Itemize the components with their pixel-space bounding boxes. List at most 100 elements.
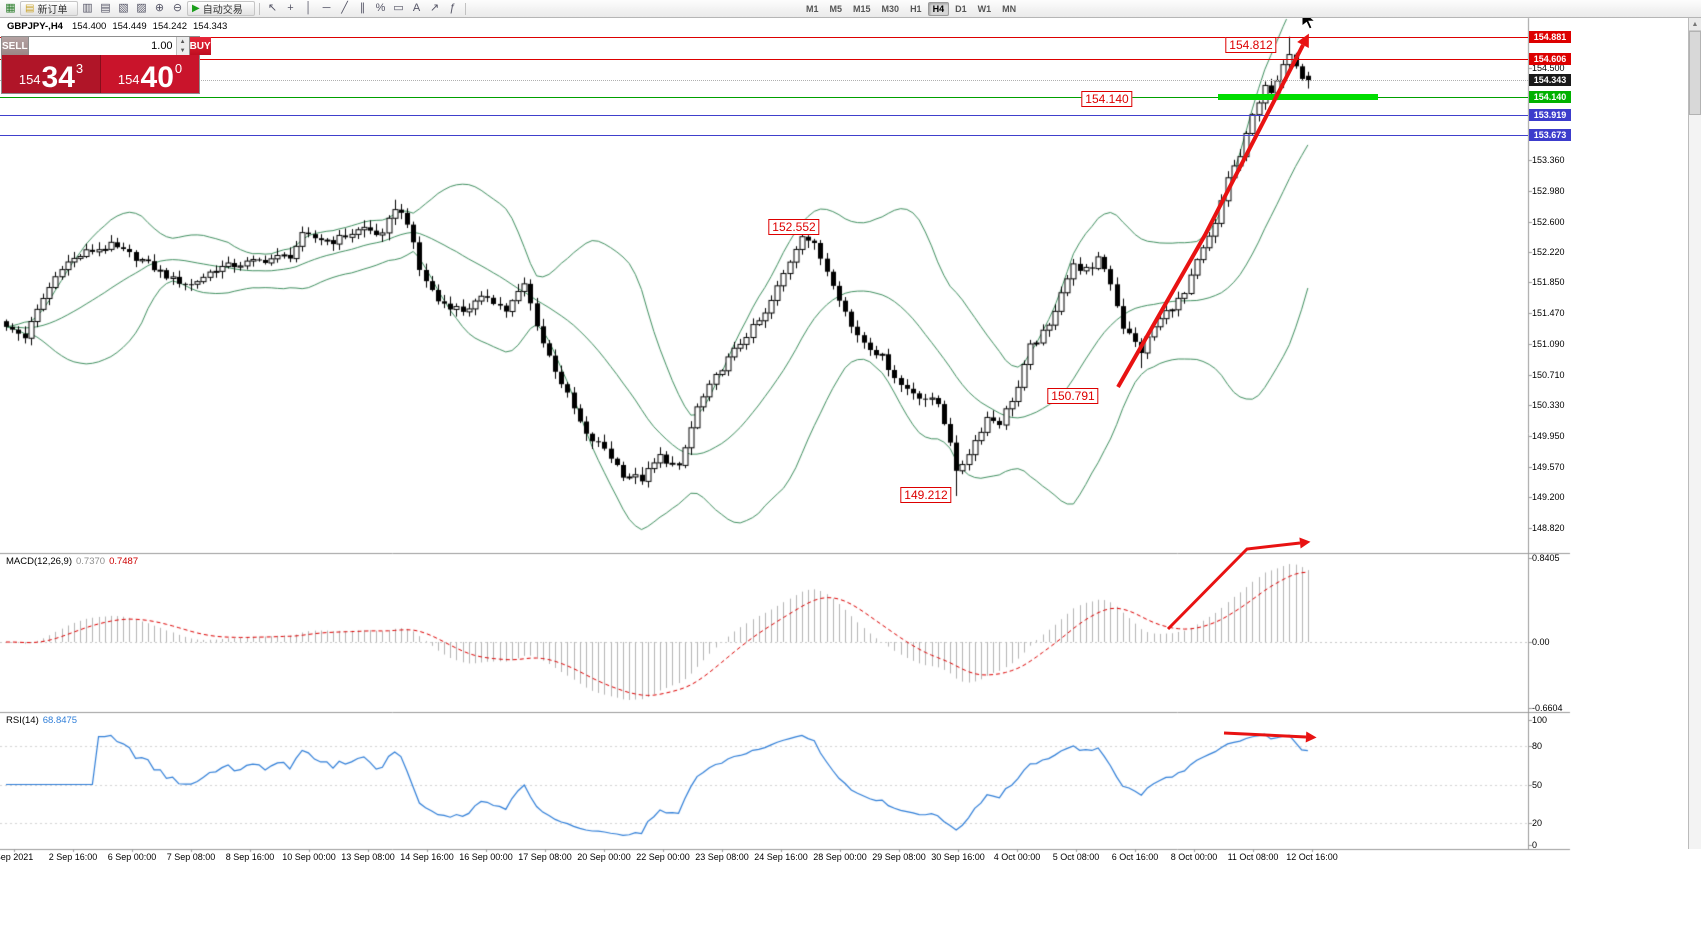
buy-quote-panel[interactable]: 154 40 0 (101, 55, 199, 93)
macd-label: MACD(12,26,9) 0.7370 0.7487 (6, 556, 139, 567)
horizontal-line-icon[interactable]: ─ (322, 2, 331, 14)
time-tick: 8 Sep 16:00 (225, 852, 275, 862)
price-tick: 149.570 (1532, 462, 1565, 472)
market-watch-icon[interactable]: ▥ (82, 2, 93, 14)
price-marker-154.881: 154.881 (1529, 30, 1571, 43)
spinner-down-icon[interactable]: ▼ (176, 46, 189, 55)
time-tick: 14 Sep 16:00 (400, 852, 454, 862)
scrollbar-thumb[interactable] (1689, 31, 1701, 115)
spinner-up-icon[interactable]: ▲ (176, 37, 189, 46)
resistance-line-1[interactable] (0, 37, 1528, 38)
autotrading-button[interactable]: ▶ 自动交易 (187, 1, 255, 16)
price-marker-154.343: 154.343 (1529, 74, 1571, 87)
rsi-label: RSI(14) 68.8475 (6, 715, 78, 726)
rsi-tick: 80 (1532, 740, 1543, 751)
support-line-blue-1[interactable] (0, 115, 1528, 116)
macd-tick: -0.6604 (1532, 703, 1563, 713)
crosshair-icon[interactable]: + (287, 2, 294, 14)
timeframe-h4[interactable]: H4 (927, 1, 950, 16)
price-tick: 152.600 (1532, 216, 1565, 227)
open-value: 154.400 (71, 21, 107, 32)
timeframe-w1[interactable]: W1 (973, 2, 997, 16)
timeframe-m30[interactable]: M30 (877, 2, 905, 16)
zoom-out-icon[interactable]: ⊖ (172, 2, 183, 14)
rsi-tick: 50 (1532, 779, 1543, 790)
support-line-green[interactable] (0, 97, 1528, 98)
price-tick: 149.950 (1532, 431, 1565, 442)
low-value: 154.242 (152, 21, 187, 32)
trendline-icon[interactable]: ╱ (341, 2, 348, 14)
toolbar-separator (259, 2, 260, 15)
zoom-icons-group: ⊕ ⊖ (151, 1, 186, 16)
price-tick: 151.850 (1532, 277, 1565, 288)
time-tick: 20 Sep 00:00 (577, 852, 631, 862)
buy-button[interactable]: BUY (189, 37, 211, 55)
time-tick: 28 Sep 00:00 (813, 852, 867, 862)
volume-input[interactable] (28, 37, 176, 55)
data-window-icon[interactable]: ▤ (100, 2, 111, 14)
time-tick: 16 Sep 00:00 (459, 852, 513, 862)
volume-spinner: ▲ ▼ (175, 37, 189, 55)
thick-green-segment[interactable] (1218, 94, 1378, 100)
timeframe-d1[interactable]: D1 (950, 2, 972, 16)
rsi-tick: 20 (1532, 818, 1543, 829)
time-tick: 29 Sep 08:00 (872, 852, 926, 862)
new-chart-icon[interactable]: ▦ (5, 2, 16, 14)
time-tick: 13 Sep 08:00 (341, 852, 395, 862)
timeframe-m5[interactable]: M5 (825, 2, 848, 16)
price-tick: 151.470 (1532, 308, 1565, 319)
price-tick: 149.200 (1532, 492, 1565, 502)
vertical-line-icon[interactable]: │ (305, 2, 312, 14)
price-annotation-149.212[interactable]: 149.212 (900, 487, 952, 503)
price-annotation-154.140[interactable]: 154.140 (1081, 91, 1133, 107)
timeframe-m15[interactable]: M15 (848, 2, 876, 16)
arrow-tool-icon[interactable]: ↗ (429, 2, 440, 14)
shapes-icon[interactable]: ▭ (393, 2, 404, 14)
time-tick: 5 Oct 08:00 (1052, 852, 1100, 862)
rsi-tick: 100 (1532, 715, 1548, 725)
time-tick: 12 Oct 16:00 (1286, 852, 1338, 862)
time-tick: 2 Sep 16:00 (48, 852, 98, 862)
macd-tick: 0.00 (1532, 637, 1550, 647)
bid-price-line[interactable] (0, 80, 1528, 81)
cursor-icon[interactable]: ↖ (267, 2, 278, 14)
high-value: 154.449 (112, 21, 147, 32)
price-tick: 154.500 (1532, 62, 1565, 73)
text-icon[interactable]: A (412, 2, 421, 14)
channel-icon[interactable]: ∥ (359, 2, 366, 14)
price-annotation-154.812[interactable]: 154.812 (1225, 37, 1277, 53)
new-order-button[interactable]: ▤ 新订单 (20, 1, 78, 16)
time-tick: 6 Oct 16:00 (1111, 852, 1159, 862)
price-tick: 150.710 (1532, 369, 1565, 380)
price-tick: 152.980 (1532, 185, 1565, 196)
vertical-scrollbar[interactable]: ▲ (1688, 18, 1701, 849)
price-tick: 151.090 (1532, 338, 1565, 349)
price-tick: 150.330 (1532, 400, 1565, 411)
navigator-icon[interactable]: ▧ (118, 2, 129, 14)
resistance-line-2[interactable] (0, 59, 1528, 60)
time-tick: 22 Sep 00:00 (636, 852, 690, 862)
time-tick: 7 Sep 08:00 (166, 852, 216, 862)
rsi-tick: 0 (1532, 840, 1538, 850)
terminal-icon[interactable]: ▨ (136, 2, 147, 14)
timeframe-m1[interactable]: M1 (801, 2, 824, 16)
support-line-blue-2[interactable] (0, 135, 1528, 136)
timeframe-h1[interactable]: H1 (905, 2, 927, 16)
fibonacci-icon[interactable]: % (375, 2, 386, 14)
sell-button[interactable]: SELL (2, 37, 28, 55)
zoom-in-icon[interactable]: ⊕ (154, 2, 165, 14)
chart-title: GBPJPY-,H4 154.400 154.449 154.242 154.343 (7, 21, 233, 32)
price-annotation-150.791[interactable]: 150.791 (1047, 388, 1099, 404)
timeframe-mn[interactable]: MN (997, 2, 1021, 16)
macd-tick: 0.8405 (1532, 553, 1560, 563)
price-annotation-152.552[interactable]: 152.552 (768, 219, 820, 235)
indicators-icon[interactable]: ƒ (449, 2, 456, 14)
price-tick: 153.360 (1532, 155, 1565, 165)
price-marker-154.606: 154.606 (1529, 53, 1571, 66)
draw-tools-group: ↖ + │ ─ ╱ ∥% ▭ A ↗ ƒ (264, 1, 461, 16)
sell-quote-panel[interactable]: 154 34 3 (2, 55, 101, 93)
scrollbar-up-icon[interactable]: ▲ (1689, 18, 1701, 31)
time-tick: 6 Sep 00:00 (107, 852, 157, 862)
